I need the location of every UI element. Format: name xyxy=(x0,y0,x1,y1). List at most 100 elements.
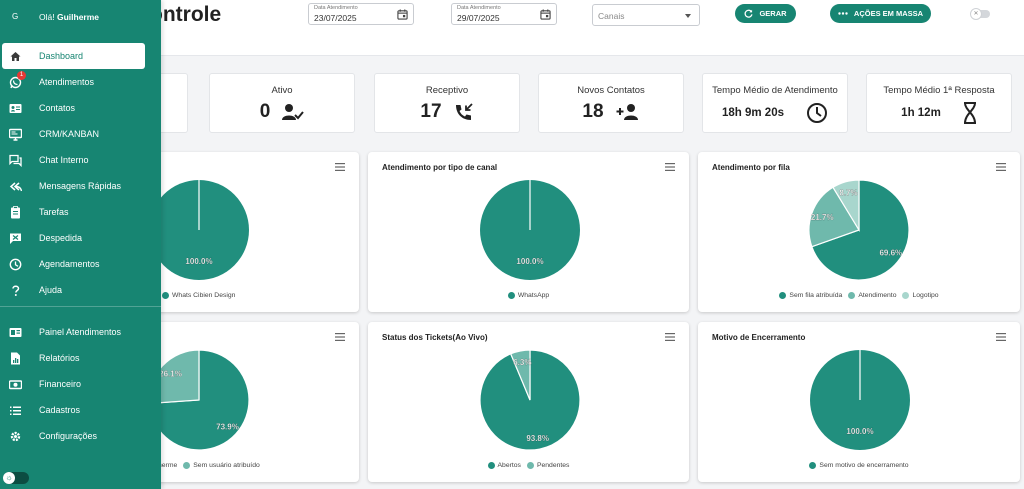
pie-slice[interactable] xyxy=(509,349,531,401)
avatar[interactable]: G xyxy=(12,12,19,21)
sidebar-item-label: Chat Interno xyxy=(39,155,89,165)
pie-slice[interactable] xyxy=(808,186,860,248)
kpi-card-novos-contatos: Novos Contatos 18 xyxy=(538,73,684,133)
pie-value-label: 100.0% xyxy=(516,257,543,266)
sidebar-item-dashboard[interactable]: Dashboard xyxy=(2,43,145,69)
gear-icon xyxy=(10,431,21,442)
sidebar-item-label: CRM/KANBAN xyxy=(39,129,100,139)
clipboard-icon xyxy=(11,206,20,219)
sidebar-header: G Olá! Guilherme xyxy=(0,0,161,40)
pie-value-label: 100.0% xyxy=(846,427,873,436)
chart-menu-icon[interactable] xyxy=(335,333,345,341)
chart-legend: Sem fila atribuída Atendimento Logotipo xyxy=(698,292,1020,299)
legend-swatch xyxy=(779,292,787,299)
pie-value-label: 100.0% xyxy=(185,257,212,266)
header-toggle[interactable]: ✕ xyxy=(970,8,990,20)
pie-slice[interactable] xyxy=(811,179,910,281)
sidebar: G Olá! Guilherme Dashboard Atendimentos 1 C… xyxy=(0,0,161,489)
pie-chart: 93.8% 6.3% xyxy=(479,349,581,451)
pie-value-label: 73.9% xyxy=(216,423,239,432)
acoes-em-massa-label: AÇÕES EM MASSA xyxy=(853,9,924,18)
user-greeting: Olá! Guilherme xyxy=(39,12,100,22)
pie-chart: 100.0% xyxy=(480,180,580,280)
sidebar-item-configuracoes[interactable]: Configurações xyxy=(0,423,161,449)
channels-select[interactable]: Canais xyxy=(592,4,700,26)
date-start-field[interactable]: Data Atendimento 23/07/2025 xyxy=(308,3,414,25)
chart-title: Status dos Tickets(Ao Vivo) xyxy=(382,333,488,342)
legend-swatch xyxy=(902,292,910,299)
sidebar-item-chat-interno[interactable]: Chat Interno xyxy=(0,147,161,173)
kpi-value: 18h 9m 20s xyxy=(721,107,784,119)
sidebar-item-mensagens-rapidas[interactable]: Mensagens Rápidas xyxy=(0,173,161,199)
kpi-value: 18 xyxy=(582,101,604,122)
legend-label: Abertos xyxy=(497,462,521,469)
pie-value-label: 26.1% xyxy=(159,369,182,378)
calendar-icon[interactable] xyxy=(397,9,408,20)
chart-menu-icon[interactable] xyxy=(665,333,675,341)
unread-badge: 1 xyxy=(17,71,26,80)
kpi-title: Receptivo xyxy=(425,85,469,96)
sidebar-item-crm-kanban[interactable]: CRM/KANBAN xyxy=(0,121,161,147)
phone-incoming-icon xyxy=(455,103,473,120)
sidebar-item-financeiro[interactable]: Financeiro xyxy=(0,371,161,397)
legend-item[interactable]: Sem motivo de encerramento xyxy=(809,462,909,469)
pie-chart: 73.9% 26.1% xyxy=(148,349,250,451)
legend-item[interactable]: Sem usuário atribuído xyxy=(183,462,260,469)
sidebar-item-label: Ajuda xyxy=(39,285,63,295)
header-bar: ontrole Data Atendimento 23/07/2025 Data… xyxy=(0,0,1024,56)
sidebar-item-relatorios[interactable]: Relatórios xyxy=(0,345,161,371)
sidebar-item-contatos[interactable]: Contatos xyxy=(0,95,161,121)
monitor-icon xyxy=(9,128,22,141)
sidebar-item-tarefas[interactable]: Tarefas xyxy=(0,199,161,225)
chart-menu-icon[interactable] xyxy=(335,163,345,171)
legend-label: Sem usuário atribuído xyxy=(193,462,260,469)
legend-swatch xyxy=(848,292,856,299)
date-end-field[interactable]: Data Atendimento 29/07/2025 xyxy=(451,3,557,25)
legend-label: Sem motivo de encerramento xyxy=(819,462,909,469)
pie-value-label: 8.7% xyxy=(839,188,857,197)
gerar-button[interactable]: GERAR xyxy=(735,4,796,23)
pie-value-label: 21.7% xyxy=(811,213,834,222)
legend-label: Pendentes xyxy=(536,462,570,469)
pie-slice[interactable] xyxy=(832,179,860,233)
sidebar-item-label: Atendimentos xyxy=(39,77,95,87)
sidebar-divider xyxy=(0,306,161,307)
theme-toggle[interactable]: ☼ xyxy=(3,472,29,484)
sidebar-item-despedida[interactable]: Despedida xyxy=(0,225,161,251)
sidebar-item-label: Cadastros xyxy=(39,405,81,415)
sidebar-item-agendamentos[interactable]: Agendamentos xyxy=(0,251,161,277)
sidebar-item-label: Mensagens Rápidas xyxy=(39,181,122,191)
legend-item[interactable]: Atendimento xyxy=(848,292,896,299)
kpi-card-tempo-medio-resposta: Tempo Médio 1ª Resposta 1h 12m xyxy=(866,73,1012,133)
sidebar-item-painel-atendimentos[interactable]: Painel Atendimentos xyxy=(0,319,161,345)
sidebar-item-atendimentos[interactable]: Atendimentos 1 xyxy=(0,69,161,95)
sidebar-item-cadastros[interactable]: Cadastros xyxy=(0,397,161,423)
legend-item[interactable]: Whats Cibien Design xyxy=(162,292,235,299)
chart-menu-icon[interactable] xyxy=(996,333,1006,341)
legend-swatch xyxy=(487,462,495,469)
chart-card-tipo-canal: Atendimento por tipo de canal 100.0% Whats… xyxy=(368,152,689,312)
calendar-icon[interactable] xyxy=(540,9,551,20)
contact-card-icon xyxy=(9,104,22,113)
chat-icon xyxy=(9,154,22,167)
legend-item[interactable]: WhatsApp xyxy=(507,292,549,299)
legend-item[interactable]: Pendentes xyxy=(526,462,570,469)
legend-swatch xyxy=(809,462,817,469)
pie-value-label: 69.6% xyxy=(879,249,902,258)
pie-chart: 100.0% xyxy=(810,350,910,450)
legend-item[interactable]: Abertos xyxy=(487,462,521,469)
chart-title: Motivo de Encerramento xyxy=(712,333,806,342)
help-icon xyxy=(12,285,20,296)
sidebar-item-label: Tarefas xyxy=(39,207,69,217)
pie-chart: 100.0% xyxy=(149,180,249,280)
pie-chart: 69.6% 21.7% 8.7% xyxy=(808,179,910,281)
list-icon xyxy=(10,406,21,415)
chart-menu-icon[interactable] xyxy=(665,163,675,171)
acoes-em-massa-button[interactable]: AÇÕES EM MASSA xyxy=(830,4,931,23)
channels-select-value: Canais xyxy=(598,11,625,21)
chart-menu-icon[interactable] xyxy=(996,163,1006,171)
sidebar-item-ajuda[interactable]: Ajuda xyxy=(0,277,161,303)
legend-item[interactable]: Sem fila atribuída xyxy=(779,292,842,299)
legend-item[interactable]: Logotipo xyxy=(902,292,939,299)
sidebar-item-label: Agendamentos xyxy=(39,259,100,269)
